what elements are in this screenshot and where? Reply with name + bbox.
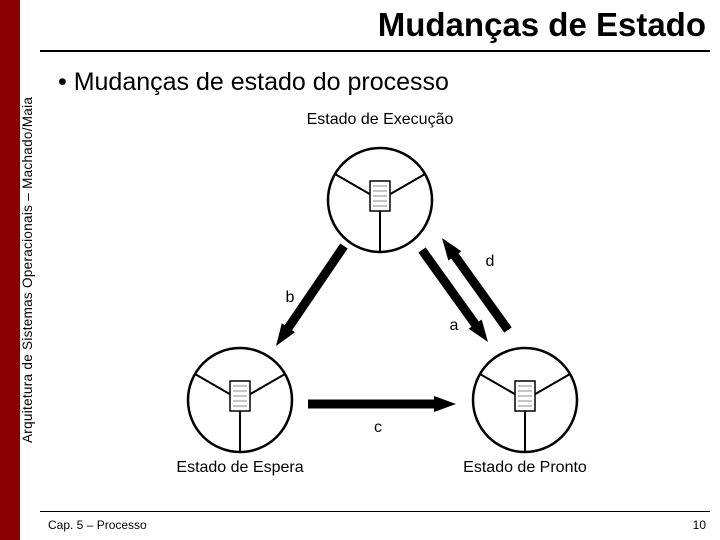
side-text: Arquitetura de Sistemas Operacionais – M…	[20, 30, 36, 510]
node-label-pronto: Estado de Pronto	[463, 459, 587, 476]
bullet-line: • Mudanças de estado do processo	[58, 68, 449, 97]
node-label-exec: Estado de Execução	[307, 111, 454, 128]
edge-label-b: b	[286, 289, 295, 306]
page-title: Mudanças de Estado	[378, 6, 706, 44]
footer-rule	[40, 511, 710, 512]
node-pronto: Estado de Pronto	[463, 348, 587, 476]
node-label-espera: Estado de Espera	[176, 459, 303, 476]
slide: Arquitetura de Sistemas Operacionais – M…	[0, 0, 720, 540]
title-underline	[40, 50, 710, 52]
edge-label-d: d	[486, 253, 495, 270]
state-diagram: abcdEstado de ExecuçãoEstado de EsperaEs…	[130, 110, 630, 470]
footer-chapter: Cap. 5 – Processo	[48, 518, 147, 532]
edge-label-a: a	[450, 317, 459, 334]
node-exec: Estado de Execução	[307, 111, 454, 252]
edge-c	[308, 396, 456, 412]
edge-label-c: c	[374, 419, 382, 436]
node-espera: Estado de Espera	[176, 348, 303, 476]
footer-page-number: 10	[693, 518, 706, 532]
side-accent-bar	[0, 0, 20, 540]
